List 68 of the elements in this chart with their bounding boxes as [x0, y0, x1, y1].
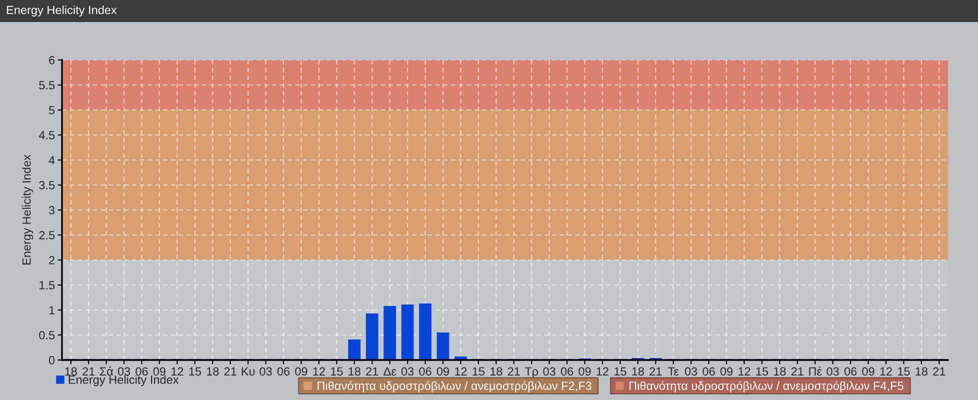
x-tick-label: 09 [295, 367, 308, 376]
x-tick-label: 15 [330, 367, 343, 376]
x-tick-label: 21 [82, 367, 95, 376]
y-tick-label: 1 [49, 306, 54, 314]
x-tick-label: 18 [65, 367, 77, 376]
x-tick-label: 15 [756, 367, 768, 376]
x-tick-label: 06 [277, 367, 290, 376]
legend-label: Πιθανότητα υδροστρόβιλων / ανεμοστρόβιλων F2,F3 [318, 380, 592, 392]
x-tick-label: 12 [738, 367, 750, 376]
y-tick-label: 4 [48, 156, 55, 164]
y-tick-label: 6 [49, 56, 55, 64]
x-tick-label: 06 [560, 367, 574, 376]
x-tick-label: 21 [508, 367, 520, 376]
y-tick-label: 5.5 [39, 81, 55, 90]
y-tick-label: 2 [49, 256, 54, 264]
x-tick-label: Κυ [242, 367, 255, 376]
x-tick-label: 18 [348, 367, 360, 376]
y-tick-label: 3 [48, 206, 55, 214]
x-tick-label: 15 [614, 367, 626, 376]
x-tick-label: 15 [898, 367, 910, 376]
y-tick-label: 5 [48, 106, 55, 114]
x-tick-label: 09 [862, 367, 874, 376]
x-tick-label: 18 [916, 367, 928, 376]
x-tick-label: 15 [472, 367, 484, 376]
y-tick-label: 0.5 [39, 331, 55, 340]
x-tick-label: 18 [206, 367, 219, 376]
x-tick-label: 18 [774, 367, 786, 376]
x-tick-label: 21 [933, 367, 946, 376]
x-tick-label: 09 [153, 367, 166, 376]
y-tick-label: 3.5 [39, 181, 55, 190]
x-tick-label: 15 [189, 367, 201, 376]
x-tick-label: 03 [543, 367, 556, 376]
y-tick-label: 1.5 [40, 281, 55, 290]
x-tick-label: 09 [720, 367, 733, 376]
legend-label: Energy Helicity Index [68, 375, 179, 386]
legend-label: Πιθανότητα υδροστρόβιλων / ανεμοστρόβιλων F4,F5 [630, 380, 904, 392]
x-tick-label: 12 [880, 367, 892, 376]
x-tick-label: 21 [791, 367, 804, 376]
x-tick-label: 06 [702, 367, 715, 376]
x-tick-label: 18 [490, 367, 502, 376]
x-tick-label: 12 [455, 367, 467, 376]
x-tick-label: 06 [844, 367, 857, 376]
x-tick-label: 03 [260, 367, 272, 376]
x-tick-label: Τρ [524, 367, 538, 378]
x-tick-label: 21 [650, 367, 662, 376]
x-tick-label: 12 [172, 367, 184, 376]
chart-title: Energy Helicity Index [6, 6, 117, 16]
x-tick-label: Σά [100, 366, 114, 376]
y-tick-label: 4.5 [38, 131, 55, 140]
y-tick-label: 0 [48, 356, 55, 364]
x-tick-label: 18 [632, 367, 644, 376]
x-tick-label: 12 [596, 367, 608, 376]
x-tick-label: 09 [436, 367, 449, 376]
x-tick-label: 03 [401, 367, 414, 376]
x-tick-label: 06 [136, 367, 148, 376]
y-axis-title: Energy Helicity Index [22, 154, 34, 264]
x-tick-label: 06 [419, 367, 432, 376]
x-tick-label: 12 [313, 367, 325, 376]
x-tick-label: Δε [384, 367, 396, 376]
x-tick-label: 03 [684, 367, 698, 376]
x-tick-label: 21 [366, 367, 378, 376]
y-tick-label: 2.5 [39, 231, 55, 240]
x-tick-label: Τε [668, 367, 679, 376]
x-tick-label: Πέ [809, 366, 822, 376]
x-tick-label: 03 [826, 367, 839, 376]
x-tick-label: 21 [224, 367, 236, 376]
x-tick-label: 03 [118, 367, 130, 376]
x-tick-label: 09 [578, 367, 591, 376]
